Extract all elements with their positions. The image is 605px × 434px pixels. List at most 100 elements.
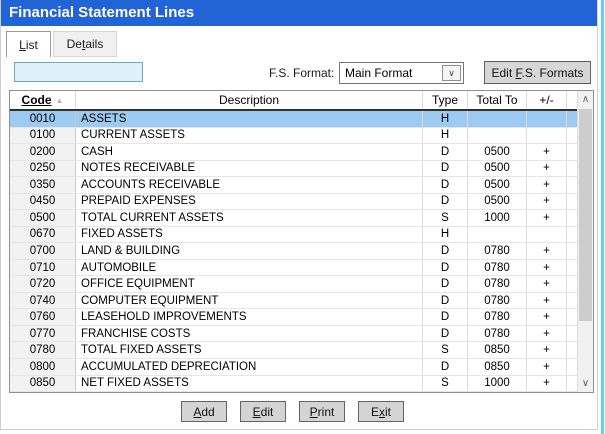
cell-code: 0720: [10, 276, 76, 292]
table-row[interactable]: 0500 TOTAL CURRENT ASSETS S 1000 +: [10, 210, 577, 227]
column-header-plus-minus[interactable]: +/-: [527, 91, 567, 109]
cell-description: ACCOUNTS RECEIVABLE: [76, 177, 423, 193]
cell-plus-minus: +: [527, 259, 567, 276]
table-row[interactable]: 0770 FRANCHISE COSTS D 0780 +: [10, 325, 577, 343]
column-header-description[interactable]: Description: [76, 91, 423, 109]
cell-total-to: 0500: [468, 193, 527, 210]
table-row[interactable]: 0850 NET FIXED ASSETS S 1000 +: [10, 375, 577, 393]
tab-list[interactable]: List: [6, 31, 51, 57]
table-row[interactable]: 0350 ACCOUNTS RECEIVABLE D 0500 +: [10, 177, 577, 194]
cell-filler: [567, 144, 577, 160]
table-row[interactable]: 0010 ASSETS H: [10, 111, 577, 128]
cell-code: 0450: [10, 193, 76, 210]
cell-total-to: 0780: [468, 276, 527, 292]
cell-total-to: 1000: [468, 210, 527, 226]
edit-fs-formats-button[interactable]: Edit F.S. Formats: [484, 61, 591, 84]
table-row[interactable]: 0710 AUTOMOBILE D 0780 +: [10, 259, 577, 277]
cell-filler: [567, 326, 577, 342]
cell-total-to: 0780: [468, 243, 527, 259]
cell-filler: [567, 293, 577, 309]
exit-button[interactable]: Exit: [358, 401, 404, 422]
cell-description: LAND & BUILDING: [76, 243, 423, 259]
cell-type: D: [423, 177, 468, 193]
table-header-row: Code ▲ Description Type Total To +/-: [10, 91, 577, 111]
vertical-scrollbar[interactable]: ∧ ∨: [577, 91, 593, 392]
cell-type: S: [423, 375, 468, 392]
edit-fs-formats-label: Edit F.S. Formats: [491, 65, 584, 80]
sort-ascending-icon: ▲: [55, 95, 64, 105]
cell-plus-minus: [527, 226, 567, 243]
cell-total-to: 0780: [468, 325, 527, 342]
scroll-down-icon[interactable]: ∨: [581, 378, 590, 389]
fs-format-dropdown[interactable]: Main Format ∨: [339, 62, 464, 84]
cell-total-to: 0850: [468, 358, 527, 375]
cell-code: 0740: [10, 292, 76, 309]
column-header-total-to[interactable]: Total To: [468, 91, 527, 109]
cell-total-to: 0780: [468, 292, 527, 309]
cell-type: D: [423, 243, 468, 259]
table-row[interactable]: 0720 OFFICE EQUIPMENT D 0780 +: [10, 276, 577, 293]
scrollbar-thumb[interactable]: [579, 109, 592, 321]
cell-code: 0500: [10, 210, 76, 226]
cell-description: NOTES RECEIVABLE: [76, 160, 423, 177]
cell-code: 0710: [10, 259, 76, 276]
cell-total-to: 1000: [468, 375, 527, 392]
table-row[interactable]: 0100 CURRENT ASSETS H: [10, 127, 577, 145]
cell-total-to: [468, 111, 527, 127]
chevron-down-icon: ∨: [442, 65, 461, 81]
cell-type: H: [423, 127, 468, 144]
table-row[interactable]: 0800 ACCUMULATED DEPRECIATION D 0850 +: [10, 358, 577, 376]
cell-total-to: 0850: [468, 342, 527, 358]
table-row[interactable]: 0740 COMPUTER EQUIPMENT D 0780 +: [10, 292, 577, 310]
cell-plus-minus: +: [527, 177, 567, 193]
table-row[interactable]: 0700 LAND & BUILDING D 0780 +: [10, 243, 577, 260]
cell-code: 0700: [10, 243, 76, 259]
cell-code: 0250: [10, 160, 76, 177]
cell-filler: [567, 227, 577, 243]
cell-total-to: 0500: [468, 160, 527, 177]
cell-type: D: [423, 309, 468, 325]
tab-details[interactable]: Details: [53, 31, 117, 57]
search-input[interactable]: [14, 62, 143, 82]
cell-type: D: [423, 193, 468, 210]
scroll-up-icon[interactable]: ∧: [581, 94, 590, 105]
cell-filler: [567, 128, 577, 144]
cell-code: 0350: [10, 177, 76, 193]
cell-description: CURRENT ASSETS: [76, 127, 423, 144]
right-edge-accent: [601, 0, 604, 434]
cell-filler: [567, 111, 577, 127]
cell-plus-minus: +: [527, 325, 567, 342]
table-row[interactable]: 0450 PREPAID EXPENSES D 0500 +: [10, 193, 577, 211]
table-row[interactable]: 0200 CASH D 0500 +: [10, 144, 577, 161]
window-title: Financial Statement Lines: [1, 0, 597, 26]
cell-plus-minus: [527, 127, 567, 144]
edit-button[interactable]: Edit: [240, 401, 286, 422]
table-row[interactable]: 0670 FIXED ASSETS H: [10, 226, 577, 244]
print-button[interactable]: Print: [299, 401, 345, 422]
cell-plus-minus: +: [527, 160, 567, 177]
table-row[interactable]: 0250 NOTES RECEIVABLE D 0500 +: [10, 160, 577, 178]
cell-code: 0770: [10, 325, 76, 342]
cell-type: D: [423, 160, 468, 177]
table-row[interactable]: 0760 LEASEHOLD IMPROVEMENTS D 0780 +: [10, 309, 577, 326]
table-row[interactable]: 0780 TOTAL FIXED ASSETS S 0850 +: [10, 342, 577, 359]
column-header-filler: [567, 91, 577, 109]
financial-statement-lines-window: Financial Statement Lines List Details F…: [0, 0, 598, 430]
cell-filler: [567, 276, 577, 292]
cell-filler: [567, 342, 577, 358]
cell-description: FRANCHISE COSTS: [76, 325, 423, 342]
add-button[interactable]: Add: [181, 401, 227, 422]
cell-type: S: [423, 342, 468, 358]
tab-list-label: List: [19, 37, 38, 52]
cell-code: 0800: [10, 358, 76, 375]
fs-format-label: F.S. Format:: [269, 66, 335, 80]
column-header-code[interactable]: Code ▲: [10, 91, 76, 109]
cell-plus-minus: +: [527, 358, 567, 375]
cell-code: 0010: [10, 111, 76, 127]
cell-description: ASSETS: [76, 111, 423, 127]
cell-type: S: [423, 210, 468, 226]
column-header-type[interactable]: Type: [423, 91, 468, 109]
cell-type: D: [423, 276, 468, 292]
cell-total-to: 0780: [468, 309, 527, 325]
cell-total-to: 0780: [468, 259, 527, 276]
